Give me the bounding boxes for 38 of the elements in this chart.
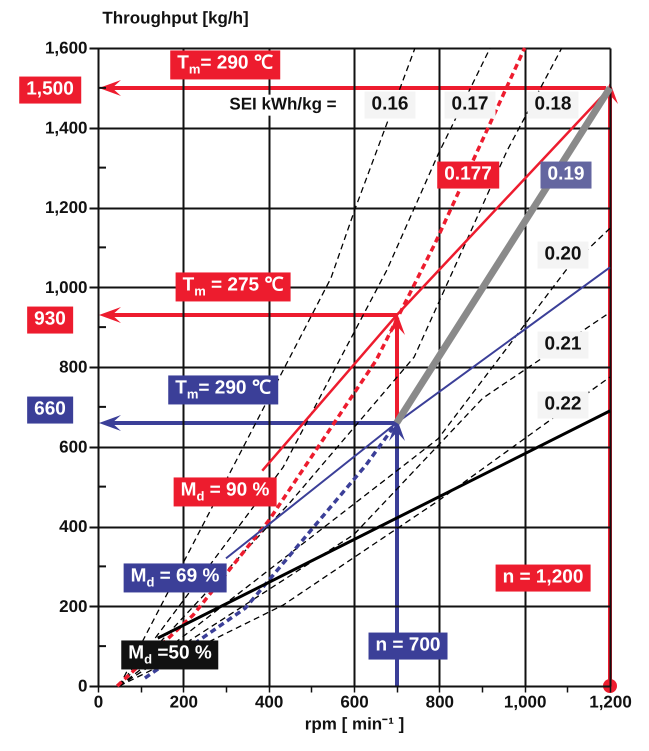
text: 1,500 (19, 76, 81, 104)
annotation: M$_{d}$ =50 % (121, 640, 219, 670)
x-axis-title: rpm [ min⁻¹ ] (304, 714, 404, 734)
annotation: 0.19 (540, 162, 592, 188)
annotation: SEI kWh/kg = (226, 94, 340, 116)
annotation: 0.21 (538, 332, 588, 358)
y-tick-label: 400 (59, 517, 88, 536)
y-tick-label: 1,000 (44, 278, 88, 297)
y-tick-label: 0 (78, 676, 88, 696)
annotation: M$_{d}$ = 90 % (174, 477, 276, 507)
annotation: 0.20 (538, 242, 588, 268)
text: 660 (27, 396, 73, 424)
annotation: n = 1,200 (496, 564, 590, 592)
annotation: n = 700 (368, 632, 448, 660)
x-tick-label: 800 (426, 692, 454, 712)
x-tick-label: 200 (170, 692, 198, 712)
y-tick-label: 1,600 (44, 38, 88, 58)
y-tick-label: 800 (59, 358, 88, 376)
y-tick-label: 200 (59, 596, 88, 616)
x-tick-label: 0 (94, 692, 104, 712)
annotation: 0.16 (364, 92, 416, 118)
annotation: 0.177 (437, 162, 499, 188)
annotation: T$_{m}$ = 275 ℃ (176, 272, 290, 302)
annotation: M$_{d}$ = 69 % (124, 563, 226, 593)
y-axis-title: Throughput [kg/h] (102, 8, 249, 28)
annotation: T$_{m}$= 290 ℃ (168, 375, 278, 405)
x-tick-label: 400 (254, 692, 284, 712)
x-tick-label: 600 (340, 692, 369, 712)
annotation: T$_{m}$= 290 ℃ (170, 50, 280, 80)
y-tick-label: 1,400 (44, 118, 88, 138)
annotation: 0.22 (538, 392, 588, 418)
y-tick-label: 1,200 (44, 198, 88, 217)
x-tick-label: 1,000 (504, 692, 546, 712)
y-tick-label: 600 (59, 437, 88, 456)
text: 930 (27, 306, 73, 334)
x-tick-label: 1,200 (589, 692, 632, 712)
annotation: 0.18 (528, 92, 578, 118)
annotation: 0.17 (444, 92, 496, 118)
